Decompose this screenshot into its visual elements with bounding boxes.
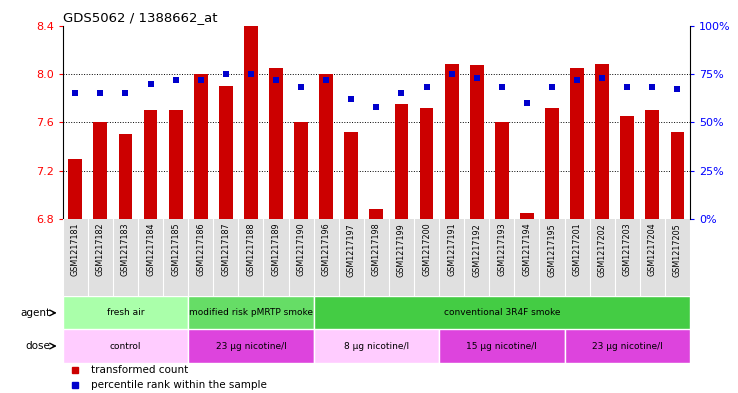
Text: GSM1217184: GSM1217184 [146,223,155,276]
Bar [420,108,433,219]
Text: conventional 3R4F smoke: conventional 3R4F smoke [444,309,560,318]
Bar [671,132,684,219]
Bar [439,329,565,363]
Bar [94,122,107,219]
Text: GSM1217183: GSM1217183 [121,223,130,276]
Text: GSM1217188: GSM1217188 [246,223,255,276]
Bar [470,65,483,219]
Bar [314,329,439,363]
Text: GSM1217191: GSM1217191 [447,223,456,276]
Text: GSM1217201: GSM1217201 [573,223,582,276]
Bar [194,74,207,219]
Bar [69,158,82,219]
Text: 15 μg nicotine/l: 15 μg nicotine/l [466,342,537,351]
Text: GSM1217187: GSM1217187 [221,223,230,276]
Bar [269,68,283,219]
Bar [495,122,508,219]
Text: transformed count: transformed count [91,365,188,375]
Text: GSM1217200: GSM1217200 [422,223,431,276]
Text: GSM1217186: GSM1217186 [196,223,205,276]
Bar [445,64,458,219]
Text: 23 μg nicotine/l: 23 μg nicotine/l [592,342,663,351]
Text: GSM1217205: GSM1217205 [673,223,682,277]
Bar [345,132,358,219]
Bar [169,110,182,219]
Text: GSM1217197: GSM1217197 [347,223,356,277]
Text: GSM1217189: GSM1217189 [272,223,280,276]
Text: percentile rank within the sample: percentile rank within the sample [91,380,267,390]
Text: 23 μg nicotine/l: 23 μg nicotine/l [215,342,286,351]
Bar [244,26,258,219]
Text: GSM1217185: GSM1217185 [171,223,180,276]
Bar [63,296,188,329]
Bar [188,329,314,363]
Text: GSM1217182: GSM1217182 [96,223,105,276]
Bar [144,110,157,219]
Text: 8 μg nicotine/l: 8 μg nicotine/l [344,342,409,351]
Text: GSM1217199: GSM1217199 [397,223,406,277]
Text: modified risk pMRTP smoke: modified risk pMRTP smoke [189,309,313,318]
Text: control: control [110,342,141,351]
Bar [294,122,308,219]
Text: GSM1217193: GSM1217193 [497,223,506,276]
Bar [119,134,132,219]
Bar [565,329,690,363]
Text: GSM1217204: GSM1217204 [648,223,657,276]
Text: GSM1217196: GSM1217196 [322,223,331,276]
Bar [621,116,634,219]
Text: agent: agent [20,308,50,318]
Text: GSM1217181: GSM1217181 [71,223,80,276]
Text: GDS5062 / 1388662_at: GDS5062 / 1388662_at [63,11,217,24]
Bar [219,86,232,219]
Bar [314,296,690,329]
Text: GSM1217195: GSM1217195 [548,223,556,277]
Text: GSM1217192: GSM1217192 [472,223,481,277]
Bar [646,110,659,219]
Bar [188,296,314,329]
Bar [520,213,534,219]
Bar [320,74,333,219]
Bar [395,104,408,219]
Text: GSM1217203: GSM1217203 [623,223,632,276]
Bar [570,68,584,219]
Text: dose: dose [25,341,50,351]
Bar [596,64,609,219]
Text: GSM1217194: GSM1217194 [523,223,531,276]
Bar [545,108,559,219]
Text: fresh air: fresh air [107,309,144,318]
Text: GSM1217190: GSM1217190 [297,223,306,276]
Bar [63,329,188,363]
Text: GSM1217202: GSM1217202 [598,223,607,277]
Text: GSM1217198: GSM1217198 [372,223,381,276]
Bar [370,209,383,219]
